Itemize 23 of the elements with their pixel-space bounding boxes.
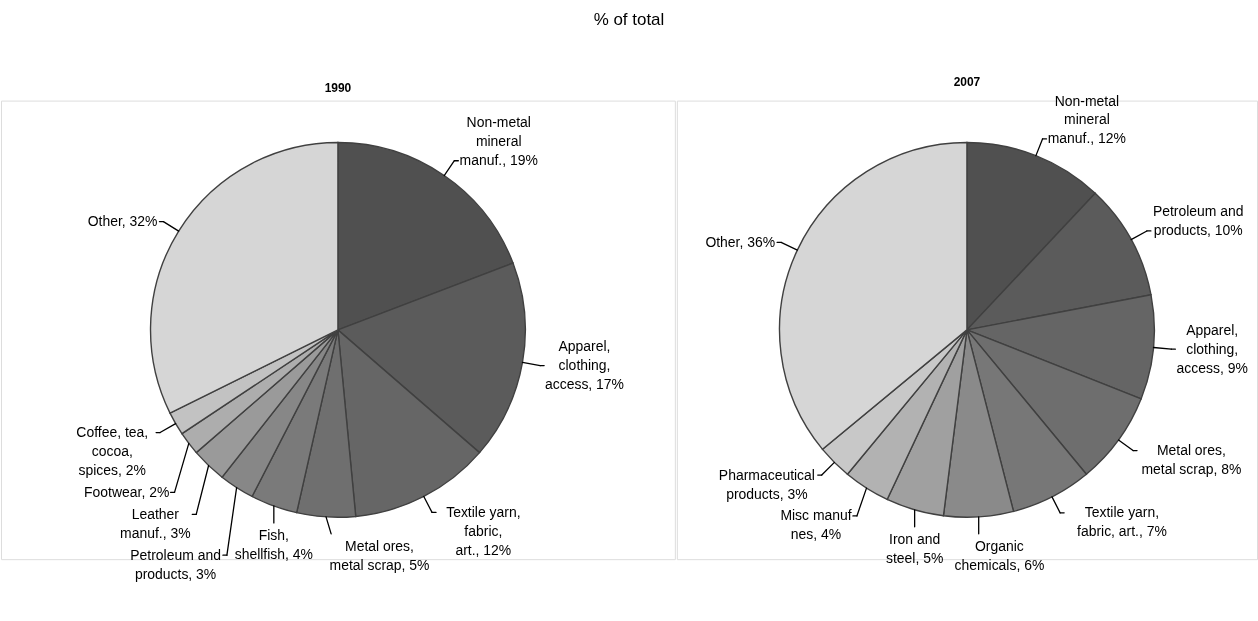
slice-label: Non-metal mineral manuf., 12% xyxy=(1047,92,1126,147)
slice-label: Petroleum and products, 10% xyxy=(1152,203,1244,239)
slice-label: Metal ores, metal scrap, 5% xyxy=(329,537,430,573)
slice-label: Other, 36% xyxy=(705,233,776,250)
slice-label: Footwear, 2% xyxy=(84,483,170,500)
chart-subtitle: 2007 xyxy=(953,74,981,89)
slice-label: Leather manuf., 3% xyxy=(120,505,191,541)
slice-label: Metal ores, metal scrap, 8% xyxy=(1141,442,1242,478)
chart-subtitle: 1990 xyxy=(324,80,352,95)
slice-label: Textile yarn, fabric, art., 7% xyxy=(1077,504,1167,540)
chart-title: % of total xyxy=(593,10,665,30)
slice-label: Other, 32% xyxy=(87,213,158,230)
slice-label: Apparel, clothing, access, 9% xyxy=(1176,321,1248,376)
slice-label: Textile yarn, fabric, art., 12% xyxy=(446,503,521,558)
slice-label: Coffee, tea, cocoa, spices, 2% xyxy=(76,424,149,478)
slice-label: Non-metal mineral manuf., 19% xyxy=(459,114,538,169)
slice-label: Organic chemicals, 6% xyxy=(954,537,1045,573)
slice-label: Pharmaceutical products, 3% xyxy=(718,466,815,502)
slice-label: Iron and steel, 5% xyxy=(885,530,944,566)
slice-label: Petroleum and products, 3% xyxy=(130,546,221,582)
slice-label: Fish, shellfish, 4% xyxy=(234,526,313,562)
slice-label: Misc manuf nes, 4% xyxy=(780,507,852,543)
slice-label: Apparel, clothing, access, 17% xyxy=(545,338,625,392)
